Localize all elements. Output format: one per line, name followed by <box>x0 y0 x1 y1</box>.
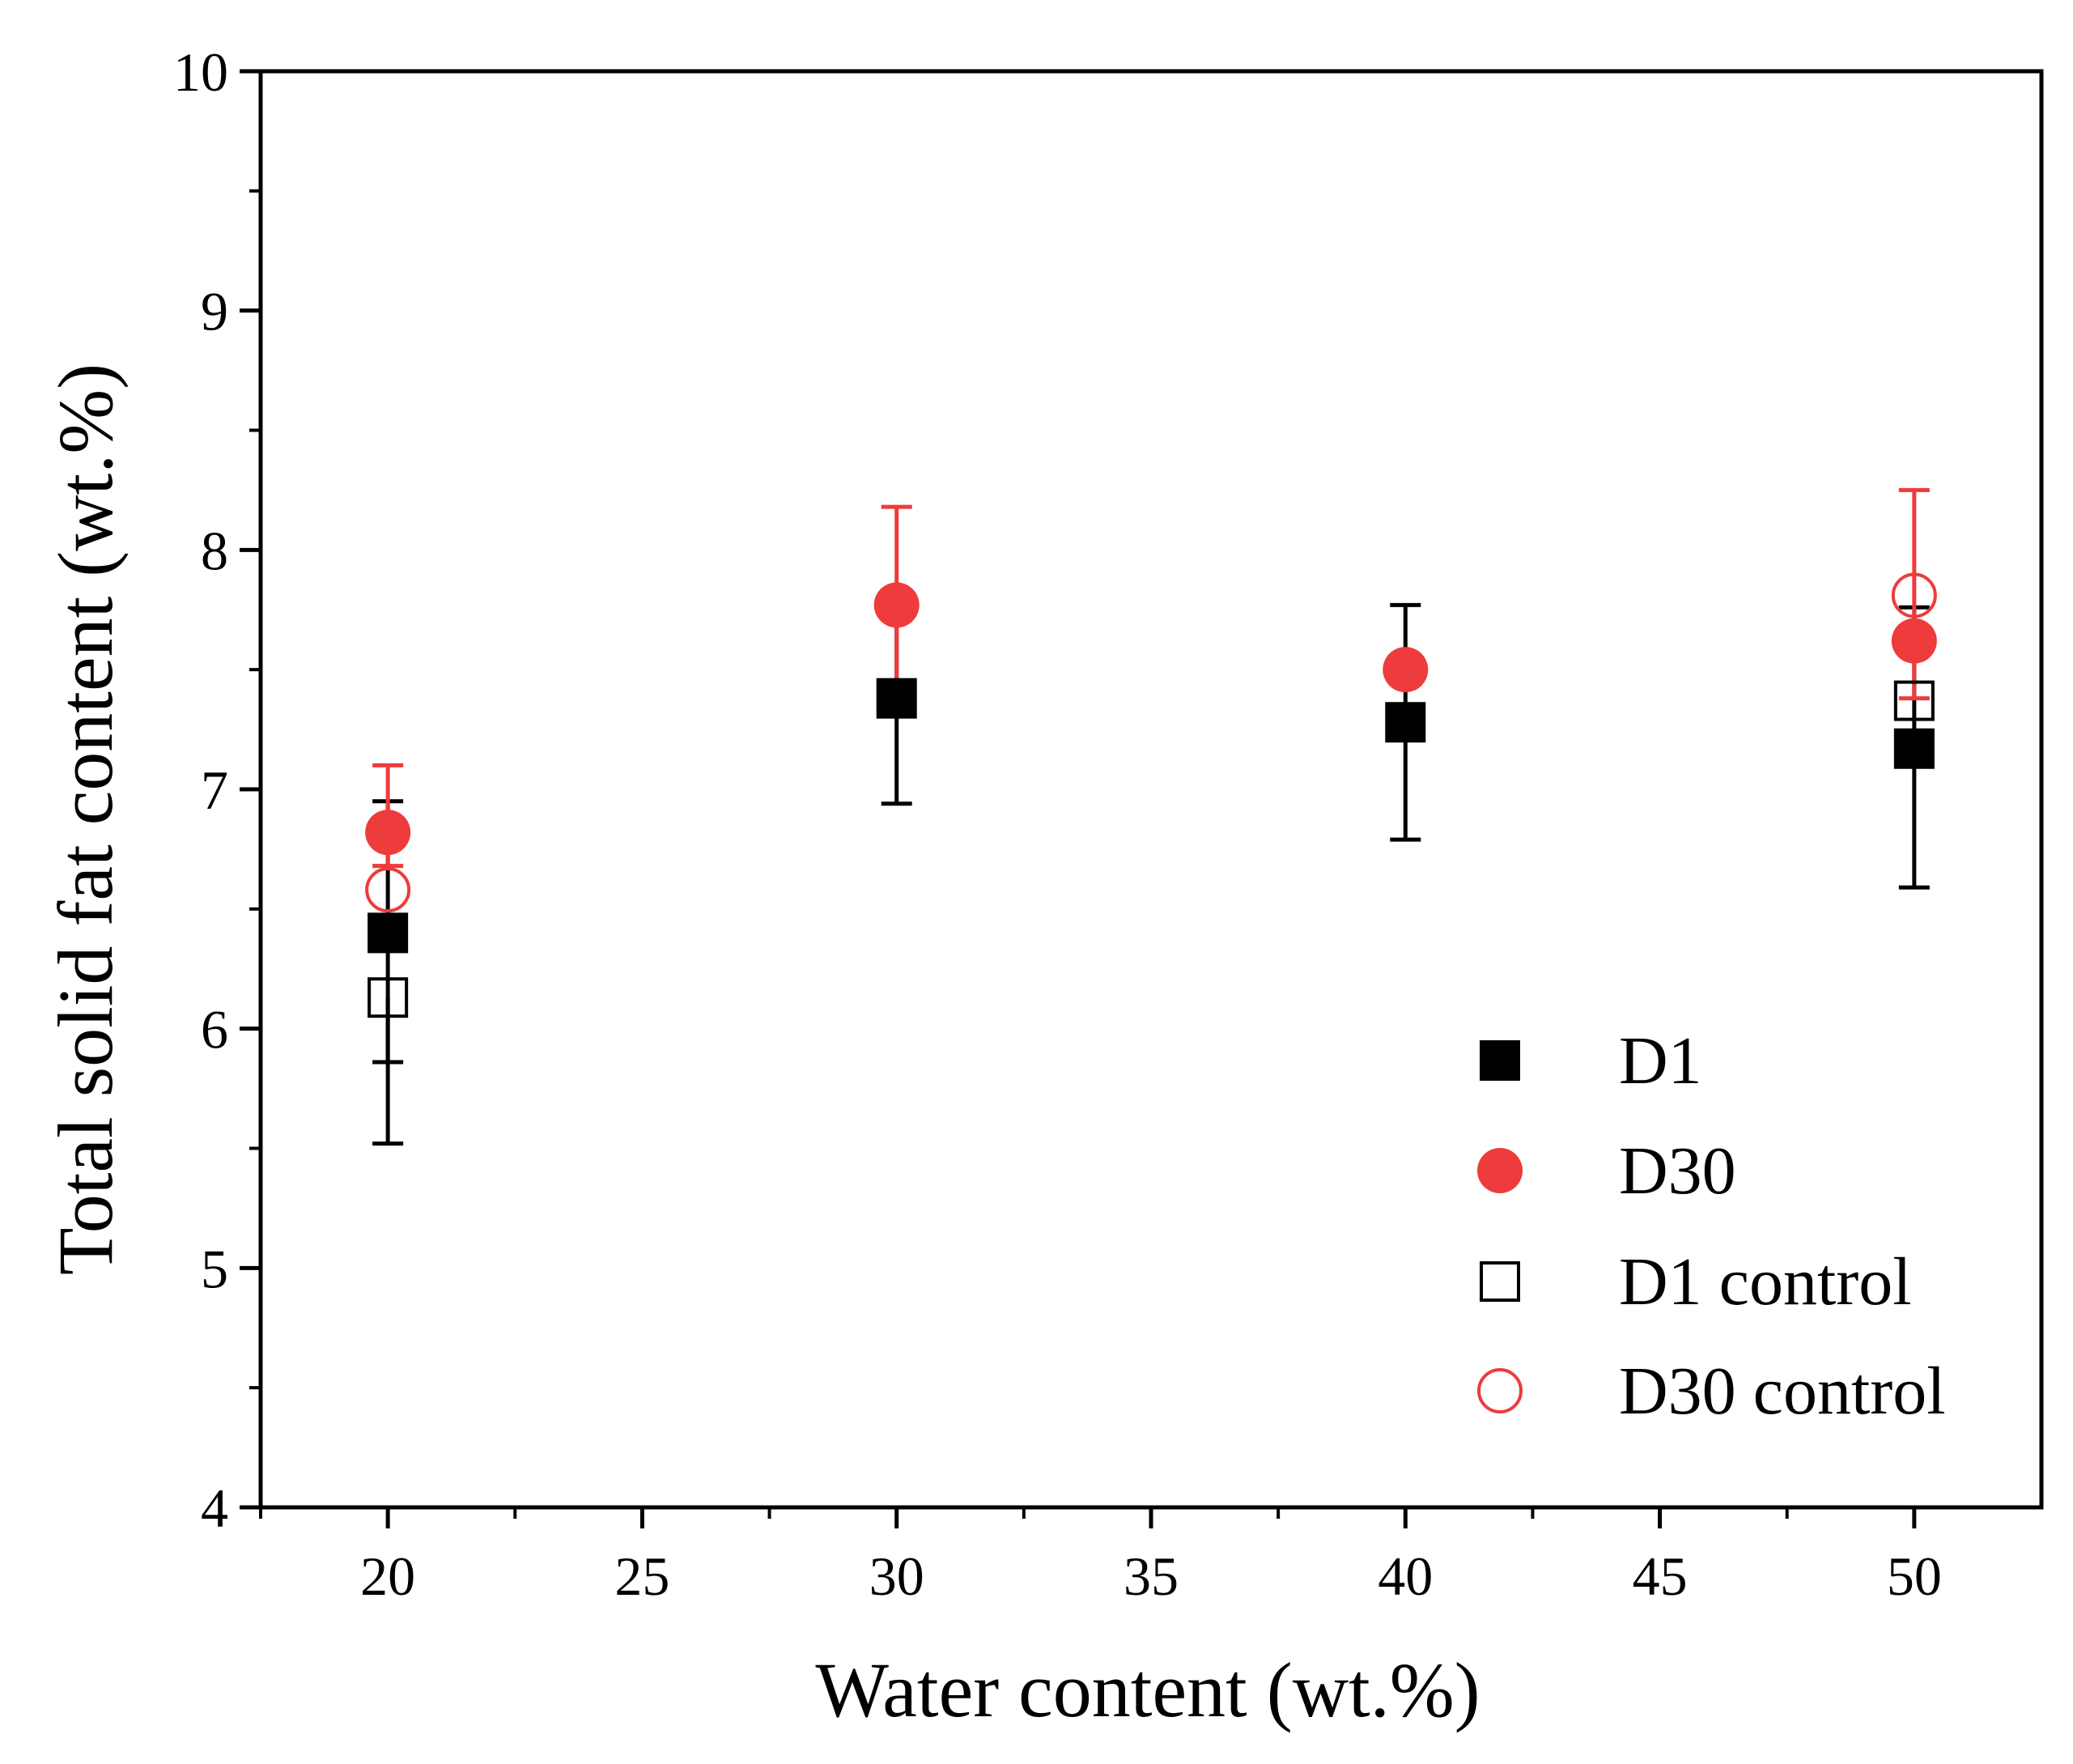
x-tick-label: 45 <box>1633 1545 1688 1607</box>
data-point-d1-control <box>1893 680 1935 721</box>
data-point-d30 <box>1383 647 1429 693</box>
data-point-d1 <box>876 678 917 719</box>
data-point-d30 <box>1891 618 1937 664</box>
y-tick-label: 8 <box>201 520 228 581</box>
y-tick-label: 10 <box>173 41 228 103</box>
x-axis-title: Water content (wt.%) <box>815 1647 1480 1733</box>
data-point-d30-control <box>1891 572 1937 618</box>
y-tick-label: 4 <box>201 1477 228 1539</box>
data-point-d1 <box>367 912 409 954</box>
legend: D1 D30 D1 control D30 control <box>1477 1023 1946 1429</box>
legend-label: D30 <box>1619 1133 1736 1209</box>
x-tick-label: 35 <box>1124 1545 1179 1607</box>
x-tick-label: 30 <box>869 1545 924 1607</box>
y-axis-title: Total solid fat content (wt.%) <box>42 363 129 1275</box>
x-tick-label: 40 <box>1378 1545 1433 1607</box>
x-tick-label: 25 <box>614 1545 669 1607</box>
markers <box>365 572 1937 1018</box>
legend-label: D1 control <box>1619 1244 1912 1320</box>
y-tick-label: 7 <box>201 759 228 821</box>
legend-label: D30 control <box>1619 1354 1946 1429</box>
data-point-d30-control <box>365 867 411 913</box>
legend-marker <box>1477 1368 1523 1413</box>
data-point-d30 <box>365 810 411 856</box>
data-point-d1 <box>1893 728 1935 769</box>
y-tick-label: 6 <box>201 999 228 1061</box>
data-point-d1 <box>1385 702 1426 743</box>
x-tick-label: 50 <box>1887 1545 1942 1607</box>
data-point-d1-control <box>367 977 409 1018</box>
x-tick-label: 20 <box>360 1545 415 1607</box>
y-tick-label: 5 <box>201 1238 228 1299</box>
legend-marker <box>1480 1040 1520 1081</box>
data-point-d30 <box>873 582 920 628</box>
legend-marker <box>1480 1261 1520 1302</box>
legend-marker <box>1477 1148 1523 1193</box>
y-tick-label: 9 <box>201 281 228 342</box>
legend-label: D1 <box>1619 1023 1702 1099</box>
